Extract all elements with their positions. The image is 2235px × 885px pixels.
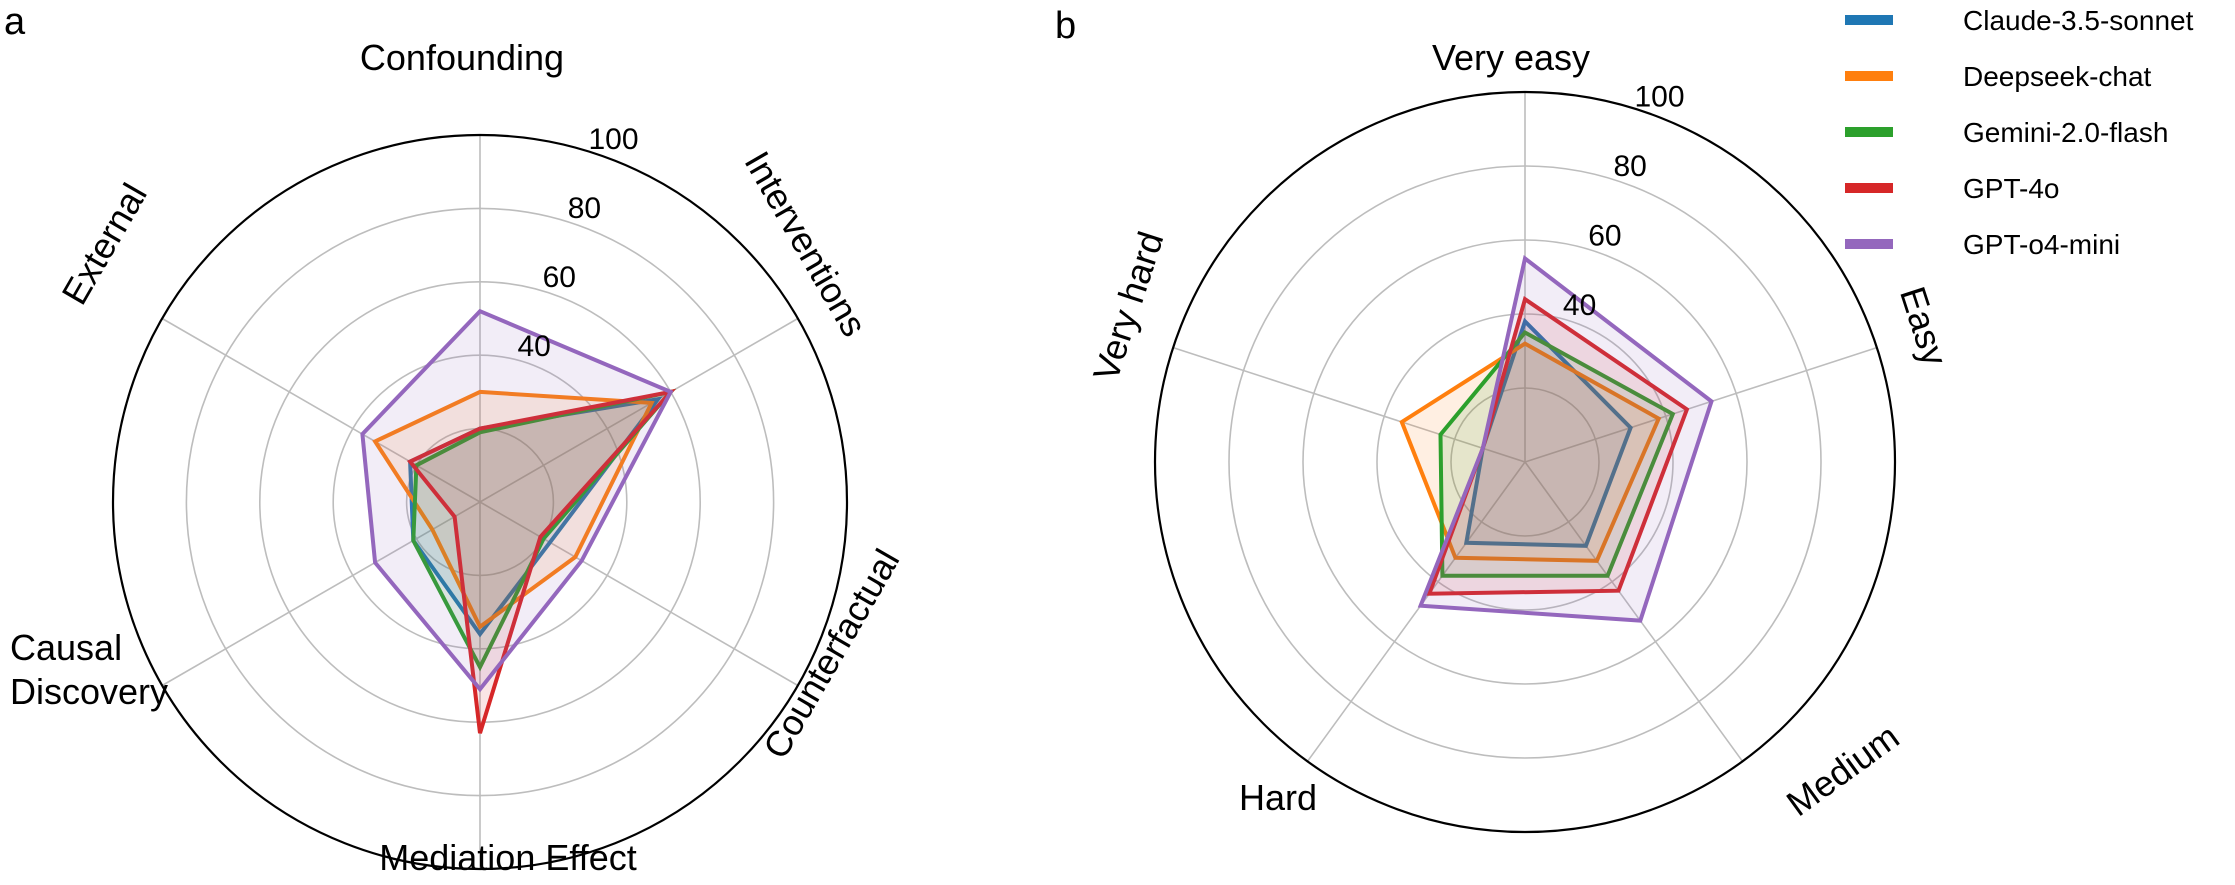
legend-entry-claude-3-5-sonnet: Claude-3.5-sonnet bbox=[1963, 5, 2194, 36]
radar-panel-b: 40 60 80 100 Very easy Easy Medium Hard Very har… bbox=[1055, 5, 1956, 834]
axis-label-very-easy: Very easy bbox=[1432, 37, 1590, 78]
tick-label-100: 100 bbox=[1634, 80, 1684, 113]
spoke-medium bbox=[1524, 461, 1744, 762]
axis-label-line: Medium bbox=[1779, 716, 1907, 824]
axis-label-line: Easy bbox=[1892, 282, 1956, 371]
outer-frame bbox=[111, 133, 849, 871]
axis-label-line: External bbox=[53, 176, 155, 311]
tick-label-40: 40 bbox=[518, 330, 551, 363]
legend: Claude-3.5-sonnet Deepseek-chat Gemini-2.0… bbox=[1845, 5, 2194, 260]
axis-label-hard: Hard bbox=[1239, 777, 1317, 818]
panel-letter-b: b bbox=[1055, 5, 1076, 47]
tick-label-60: 60 bbox=[1588, 219, 1621, 252]
legend-entry-gpt-4o: GPT-4o bbox=[1963, 173, 2059, 204]
series-deepseek-chat bbox=[1399, 341, 1662, 563]
axis-label-external: External bbox=[53, 176, 155, 311]
legend-entry-gpt-o4-mini: GPT-o4-mini bbox=[1963, 229, 2120, 260]
axis-label-line: Very hard bbox=[1085, 227, 1172, 386]
spoke-external bbox=[161, 317, 481, 503]
axis-label-confounding: Confounding bbox=[360, 37, 564, 78]
axis-label-line: Confounding bbox=[360, 37, 564, 78]
axis-label-line: Discovery bbox=[10, 671, 168, 712]
spoke-counterfactual bbox=[479, 501, 799, 687]
legend-entry-gemini-2-0-flash: Gemini-2.0-flash bbox=[1963, 117, 2168, 148]
outer-frame bbox=[1153, 90, 1897, 834]
panel-letter-a: a bbox=[4, 1, 26, 43]
series-gpt-o4-mini bbox=[360, 308, 674, 693]
axis-label-line: Causal bbox=[10, 627, 122, 668]
tick-label-80: 80 bbox=[568, 192, 601, 225]
spoke-hard bbox=[1306, 461, 1526, 762]
legend-entry-deepseek-chat: Deepseek-chat bbox=[1963, 61, 2152, 92]
axis-label-line: Interventions bbox=[737, 144, 876, 343]
spoke-causal-discovery bbox=[161, 501, 481, 687]
axis-label-line: Counterfactual bbox=[755, 542, 908, 765]
axis-label-counterfactual: Counterfactual bbox=[755, 542, 908, 765]
axis-label-very-hard: Very hard bbox=[1085, 227, 1172, 386]
axis-label-interventions: Interventions bbox=[737, 144, 876, 343]
series-gpt-o4-mini bbox=[1417, 255, 1714, 623]
tick-label-60: 60 bbox=[543, 261, 576, 294]
tick-label-80: 80 bbox=[1614, 150, 1647, 183]
axis-label-line: Mediation Effect bbox=[379, 837, 636, 878]
axis-label-line: Very easy bbox=[1432, 37, 1590, 78]
spoke-very-hard bbox=[1172, 346, 1526, 463]
radar-panel-a: 40 60 80 100 Confounding Interventions Counter… bbox=[4, 1, 907, 878]
tick-label-40: 40 bbox=[1563, 289, 1596, 322]
axis-label-line: Hard bbox=[1239, 777, 1317, 818]
tick-label-100: 100 bbox=[588, 123, 638, 156]
spoke-easy bbox=[1524, 346, 1878, 463]
axis-label-mediation-effect: Mediation Effect bbox=[379, 837, 636, 878]
axis-label-causal-discovery: Causal Discovery bbox=[10, 627, 168, 712]
spoke-interventions bbox=[479, 317, 799, 503]
axis-label-medium: Medium bbox=[1779, 716, 1907, 824]
axis-label-easy: Easy bbox=[1892, 282, 1956, 371]
